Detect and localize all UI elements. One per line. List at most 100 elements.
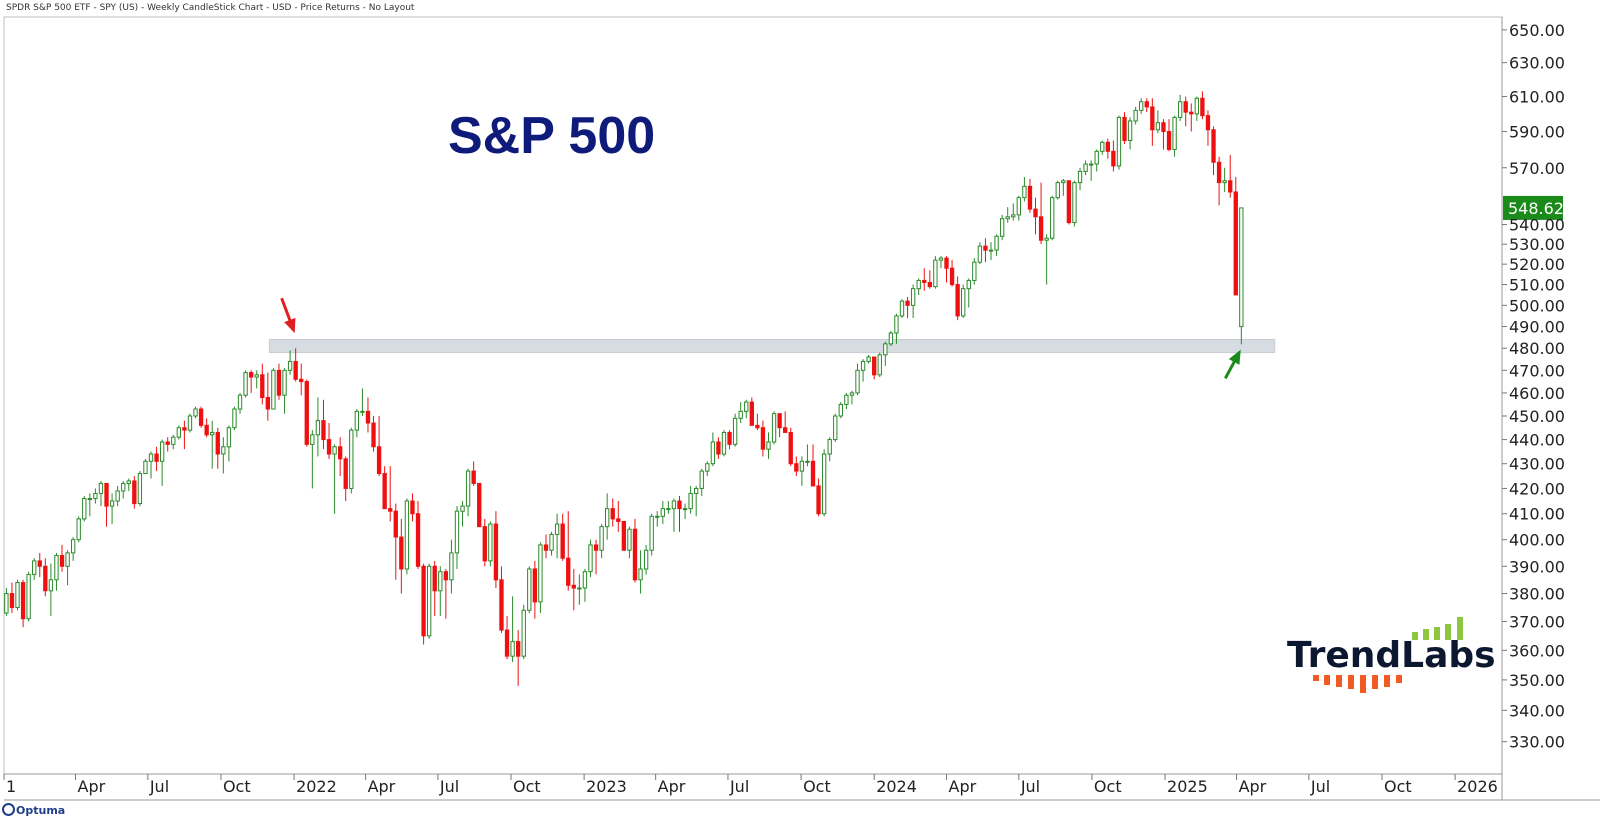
candle-body	[210, 431, 215, 436]
candle	[694, 485, 699, 517]
candle-body	[1066, 180, 1072, 224]
candle	[443, 568, 449, 619]
candle-body	[48, 579, 54, 592]
candle	[988, 242, 994, 261]
candle	[482, 518, 487, 567]
candle-body	[888, 332, 894, 345]
candle-body	[310, 434, 315, 445]
candle	[860, 359, 866, 382]
candle-body	[109, 500, 115, 507]
candle-body	[165, 441, 170, 445]
candle	[343, 456, 348, 502]
x-tick-label: 2025	[1167, 777, 1208, 796]
candle-body	[938, 257, 944, 261]
candle-body	[43, 565, 48, 592]
candle	[159, 439, 165, 486]
candle-body	[176, 427, 182, 438]
candle-body	[732, 417, 738, 445]
candle-body	[1011, 214, 1016, 218]
candle-body	[744, 401, 749, 412]
candle	[287, 350, 293, 375]
candle-body	[910, 288, 916, 306]
candle	[1077, 167, 1083, 191]
candle-body	[1205, 115, 1211, 131]
candle	[204, 418, 209, 438]
candle	[510, 596, 515, 663]
candle	[1011, 203, 1016, 221]
candle-body	[159, 441, 165, 462]
candle-body	[9, 593, 15, 608]
candle	[922, 268, 927, 291]
candle	[65, 550, 70, 586]
candle-body	[777, 413, 782, 429]
candle	[148, 451, 154, 479]
candle-body	[1055, 182, 1060, 199]
candle	[766, 432, 771, 459]
x-tick-label: Oct	[1094, 777, 1122, 796]
candle-body	[632, 528, 638, 581]
candle	[165, 437, 170, 452]
candle-body	[961, 288, 966, 317]
candle	[955, 276, 960, 321]
candle	[176, 425, 182, 440]
candle	[171, 434, 176, 450]
candle	[426, 563, 432, 639]
candle-body	[810, 460, 816, 487]
candle	[243, 370, 248, 398]
candle	[655, 511, 660, 527]
candle	[388, 466, 393, 522]
candle	[1228, 154, 1233, 198]
candle	[916, 278, 921, 295]
candle-body	[705, 463, 710, 472]
candle-body	[388, 508, 393, 512]
support-band-layer	[268, 339, 1276, 354]
candle	[360, 388, 365, 416]
x-tick-label: Oct	[223, 777, 251, 796]
candle	[833, 413, 838, 442]
candle	[1144, 98, 1149, 113]
candle	[682, 503, 688, 519]
candle	[471, 461, 476, 486]
candle	[1216, 156, 1222, 206]
candle-body	[922, 279, 927, 284]
candle	[1072, 180, 1077, 227]
candle	[1150, 98, 1155, 146]
x-tick-label: Jul	[1020, 777, 1040, 796]
candle-body	[438, 571, 443, 592]
candle-body	[688, 492, 693, 510]
candle-body	[716, 441, 721, 455]
candle	[1205, 110, 1211, 146]
candle-body	[426, 565, 432, 637]
candle	[999, 214, 1005, 241]
candle	[187, 413, 193, 433]
candle-body	[237, 394, 243, 410]
candle	[265, 372, 271, 421]
candle-body	[515, 641, 521, 657]
candle-body	[254, 374, 259, 378]
candle-body	[593, 544, 599, 551]
candle	[1166, 119, 1172, 152]
candle-body	[432, 565, 437, 592]
candle	[254, 370, 259, 389]
candle-body	[527, 568, 532, 611]
candle-body	[543, 544, 549, 551]
candle	[1066, 180, 1072, 225]
candle-body	[504, 629, 510, 657]
candle-body	[226, 427, 232, 448]
candle	[59, 544, 65, 572]
candle-body	[1127, 120, 1133, 141]
candle	[32, 558, 37, 580]
y-tick-label: 360.00	[1509, 641, 1565, 660]
candle-body	[899, 300, 905, 317]
candle	[1111, 140, 1116, 172]
y-tick-label: 340.00	[1509, 701, 1565, 720]
candle	[749, 397, 754, 426]
x-tick-label: Apr	[1239, 777, 1267, 796]
candle-body	[326, 439, 332, 455]
candle-body	[37, 560, 42, 567]
candle-body	[1177, 101, 1183, 118]
candle	[961, 284, 966, 319]
candle-body	[4, 593, 9, 614]
candle-body	[1083, 163, 1088, 172]
